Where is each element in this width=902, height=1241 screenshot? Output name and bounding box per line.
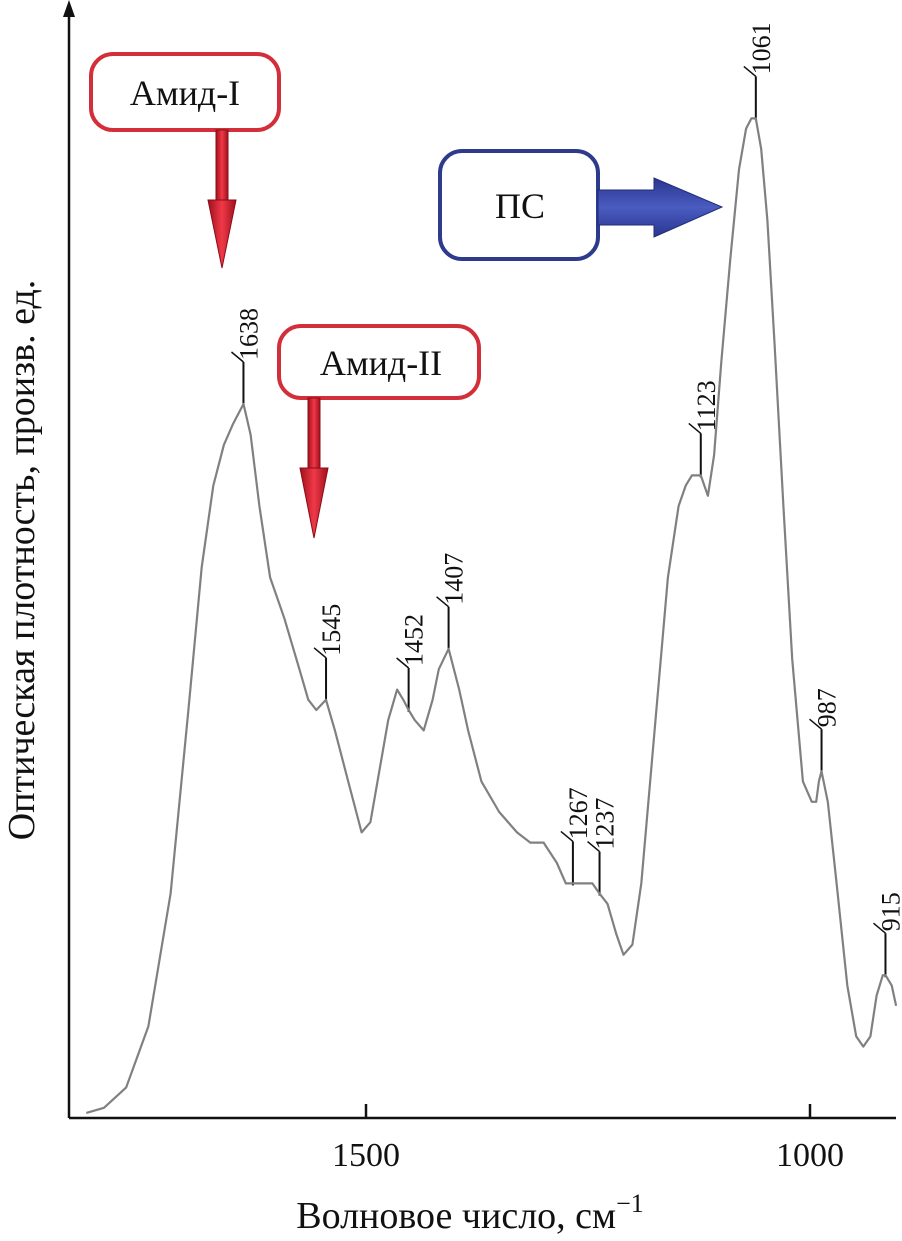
peak-marker-987: 987 bbox=[809, 688, 842, 774]
peak-marker-1638: 1638 bbox=[230, 308, 263, 406]
peak-marker-1407: 1407 bbox=[436, 553, 469, 651]
peak-label: 1061 bbox=[747, 22, 776, 74]
peak-leader bbox=[809, 718, 823, 730]
peak-marker-1545: 1545 bbox=[313, 604, 346, 702]
ps-annotation: ПС bbox=[438, 149, 724, 261]
peak-label: 1267 bbox=[564, 787, 593, 839]
amide-i-annotation: Амид-I bbox=[89, 52, 281, 269]
peak-label: 1545 bbox=[317, 604, 346, 656]
amide-i-label: Амид-I bbox=[130, 73, 240, 113]
peak-label: 987 bbox=[813, 688, 842, 727]
peak-marker-1061: 1061 bbox=[743, 22, 776, 121]
x-tick-label: 1500 bbox=[332, 1137, 400, 1174]
y-axis-title: Оптическая плотность, произв. ед. bbox=[1, 280, 43, 841]
peak-marker-915: 915 bbox=[872, 892, 902, 978]
amide-ii-label: Амид-II bbox=[320, 343, 442, 383]
amide-ii-arrow-icon bbox=[299, 397, 329, 539]
peak-leader bbox=[560, 830, 574, 842]
peak-marker-1452: 1452 bbox=[396, 614, 429, 712]
amide-i-box bbox=[89, 52, 281, 132]
peak-label: 1638 bbox=[234, 308, 263, 360]
peak-leader bbox=[587, 841, 601, 853]
y-axis-arrowhead bbox=[63, 0, 75, 17]
peak-leader bbox=[396, 657, 410, 669]
spectrum-series-line bbox=[85, 117, 898, 1114]
peak-leader bbox=[436, 596, 450, 608]
peak-marker-1237: 1237 bbox=[587, 798, 620, 896]
x-axis-title: Волновое число, см−1 bbox=[296, 1189, 644, 1237]
peak-leader bbox=[688, 422, 702, 434]
x-tick-label: 1000 bbox=[776, 1137, 844, 1174]
x-axis-title-superscript: −1 bbox=[616, 1189, 644, 1218]
peak-leader bbox=[313, 647, 327, 659]
peak-leader bbox=[230, 351, 244, 363]
amide-ii-box bbox=[277, 324, 481, 400]
peak-label: 1237 bbox=[591, 798, 620, 850]
peak-leader bbox=[872, 922, 886, 934]
ps-arrow-icon bbox=[597, 177, 724, 238]
peak-marker-1267: 1267 bbox=[560, 787, 593, 886]
x-ticks: 1500 1000 bbox=[332, 1104, 844, 1174]
peak-leader bbox=[743, 65, 757, 77]
peak-label: 1452 bbox=[400, 614, 429, 666]
axes bbox=[63, 0, 896, 1120]
amide-i-arrow-icon bbox=[207, 129, 237, 269]
peak-label: 915 bbox=[876, 892, 902, 931]
amide-ii-annotation: Амид-II bbox=[277, 324, 481, 539]
ps-label: ПС bbox=[495, 186, 545, 226]
peak-label: 1407 bbox=[440, 553, 469, 605]
